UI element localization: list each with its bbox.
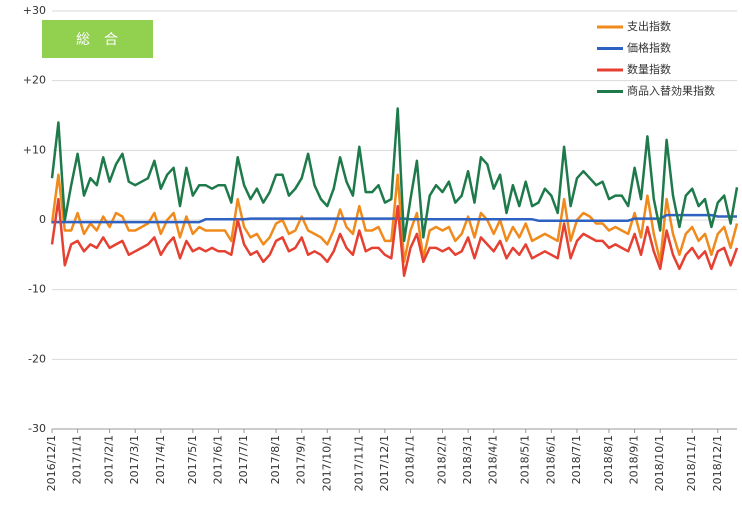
x-tick-label: 2017/11/1 xyxy=(352,435,365,491)
y-tick-label: 0 xyxy=(39,213,46,226)
x-tick-label: 2017/8/1 xyxy=(269,435,282,484)
x-tick-label: 2018/2/1 xyxy=(436,435,449,484)
y-tick-label: -30 xyxy=(28,422,46,435)
x-tick-label: 2016/12/1 xyxy=(45,435,58,491)
x-tick-label: 2018/4/1 xyxy=(487,435,500,484)
legend-label: 価格指数 xyxy=(627,41,671,55)
x-tick-label: 2017/7/1 xyxy=(237,435,250,484)
y-tick-label: +30 xyxy=(23,4,46,17)
x-tick-label: 2017/6/1 xyxy=(211,435,224,484)
x-tick-label: 2018/6/1 xyxy=(544,435,557,484)
y-tick-label: +10 xyxy=(23,143,46,156)
x-tick-label: 2017/4/1 xyxy=(154,435,167,484)
legend-label: 商品入替効果指数 xyxy=(627,84,715,98)
x-tick-label: 2017/10/1 xyxy=(320,435,333,491)
chart-title: 総 合 xyxy=(76,32,118,48)
series-line xyxy=(50,197,739,277)
x-tick-label: 2017/12/1 xyxy=(378,435,391,491)
x-tick-label: 2017/2/1 xyxy=(103,435,116,484)
x-tick-label: 2018/11/1 xyxy=(685,435,698,491)
x-tick-label: 2018/5/1 xyxy=(519,435,532,484)
title-box xyxy=(42,20,153,58)
x-tick-label: 2018/1/1 xyxy=(404,435,417,484)
y-tick-label: -10 xyxy=(28,283,46,296)
x-tick-label: 2018/7/1 xyxy=(570,435,583,484)
x-tick-label: 2018/10/1 xyxy=(653,435,666,491)
series-line xyxy=(50,107,739,243)
x-tick-label: 2018/12/1 xyxy=(711,435,724,491)
series-line xyxy=(52,213,737,224)
x-tick-label: 2017/5/1 xyxy=(186,435,199,484)
x-tick-label: 2017/9/1 xyxy=(295,435,308,484)
x-tick-label: 2018/9/1 xyxy=(628,435,641,484)
x-tick-label: 2018/3/1 xyxy=(461,435,474,484)
y-tick-label: +20 xyxy=(23,74,46,87)
y-tick-label: -20 xyxy=(28,352,46,365)
x-tick-label: 2017/3/1 xyxy=(128,435,141,484)
x-tick-label: 2017/1/1 xyxy=(71,435,84,484)
x-tick-label: 2018/8/1 xyxy=(602,435,615,484)
legend-label: 数量指数 xyxy=(627,62,671,76)
legend-label: 支出指数 xyxy=(627,19,671,33)
